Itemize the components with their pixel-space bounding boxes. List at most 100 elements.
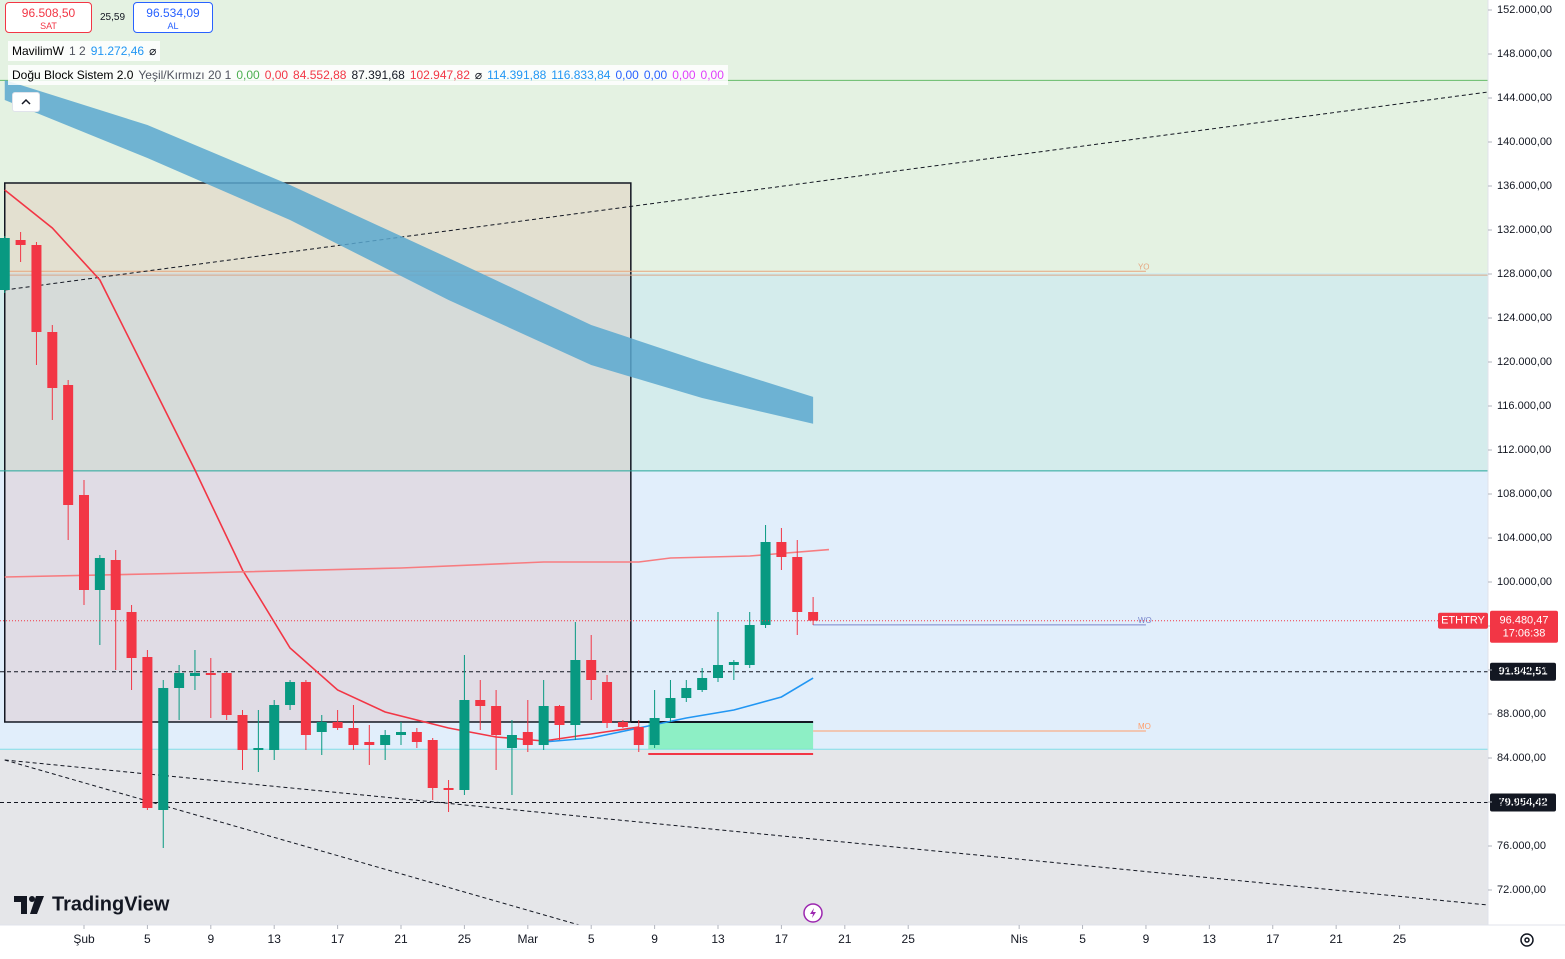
candle-body — [364, 741, 375, 745]
indicator-value: 0,00 — [264, 68, 289, 82]
price-tag-label: 96.480,47 — [1500, 615, 1549, 627]
zone — [0, 749, 1488, 925]
sell-price: 96.508,50 — [21, 6, 76, 20]
alert-icon[interactable] — [803, 903, 823, 923]
buy-button[interactable]: 96.534,09 AL — [133, 2, 213, 33]
y-tick-label: 120.000,00 — [1497, 356, 1552, 368]
indicator-line — [4, 548, 830, 578]
indicator-value: 0,00 — [615, 68, 639, 82]
buy-label: AL — [167, 21, 179, 31]
candle-body — [126, 611, 137, 658]
x-ticks: Şub5913172125Mar5913172125Nis5913172125M — [73, 925, 1407, 946]
trendline — [4, 759, 1488, 906]
candle-body — [380, 734, 391, 745]
y-tick-label: 116.000,00 — [1497, 400, 1551, 412]
indicator-line — [4, 189, 639, 742]
indicator-value: 87.391,68 — [351, 68, 405, 82]
y-tick-label: 84.000,00 — [1497, 752, 1546, 764]
indicator-value: 116.833,84 — [551, 68, 611, 82]
trendline — [4, 759, 581, 925]
x-tick-label: 9 — [207, 932, 214, 946]
y-tick-label: 80.000,00 — [1497, 796, 1546, 808]
y-tick-label: 132.000,00 — [1497, 224, 1552, 236]
candle-body — [174, 673, 185, 688]
indicator-value: ⌀ — [474, 68, 483, 82]
settings-icon[interactable] — [1520, 933, 1534, 947]
candle-body — [411, 731, 422, 742]
zone — [0, 272, 1488, 471]
candle-body — [221, 673, 232, 715]
indicator-value: 0,00 — [672, 68, 696, 82]
candle-body — [713, 664, 724, 678]
y-tick-label: 76.000,00 — [1497, 840, 1546, 852]
candle-body — [617, 721, 628, 728]
y-tick-label: 140.000,00 — [1497, 136, 1552, 148]
symbol-tag — [1438, 612, 1488, 629]
y-tick-label: 148.000,00 — [1497, 48, 1552, 60]
band — [4, 80, 814, 424]
candle-body — [427, 740, 438, 788]
x-tick-label: 9 — [651, 932, 658, 946]
candle-body — [47, 332, 58, 389]
sell-label: SAT — [40, 21, 57, 31]
y-tick-label: 108.000,00 — [1497, 488, 1552, 500]
candle-body — [760, 542, 771, 625]
candle-body — [808, 611, 819, 621]
indicator-name: MavilimW — [12, 44, 64, 58]
y-tick-label: 100.000,00 — [1497, 576, 1552, 588]
indicator-line — [543, 677, 814, 743]
price-level-label: 91.842,51 — [1499, 666, 1548, 678]
candle-body — [94, 557, 105, 590]
candle-body — [681, 687, 692, 698]
candle-body — [744, 624, 755, 665]
candle-body — [332, 721, 343, 729]
x-tick-label: 17 — [331, 932, 345, 946]
indicator-value: 102.947,82 — [409, 68, 470, 82]
candle-body — [348, 728, 359, 745]
buy-price: 96.534,09 — [146, 6, 200, 20]
indicator-value: 91.272,46 — [90, 44, 145, 58]
target-zone — [648, 721, 814, 750]
y-tick-label: 112.000,00 — [1497, 444, 1551, 456]
candle-body — [491, 706, 502, 735]
candle-body — [522, 731, 533, 745]
candle-body — [189, 673, 200, 676]
candle-body — [158, 687, 169, 810]
candle-body — [633, 727, 644, 745]
y-tick-label: 144.000,00 — [1497, 92, 1552, 104]
candle-body — [554, 706, 565, 725]
symbol-label: ETHTRY — [1441, 615, 1485, 627]
candle-body — [443, 787, 454, 790]
session-level-label: WO — [1138, 616, 1152, 625]
candle-body — [142, 656, 153, 808]
candle-body — [0, 237, 10, 291]
price-level-tag — [1490, 662, 1556, 681]
x-tick-label: 13 — [1203, 932, 1217, 946]
zone — [0, 0, 1488, 273]
x-tick-label: Şub — [73, 932, 95, 946]
x-tick-label: 17 — [1266, 932, 1280, 946]
x-tick-label: 25 — [458, 932, 472, 946]
x-tick-label: 5 — [588, 932, 595, 946]
price-tag — [1490, 610, 1558, 643]
countdown: 17:06:38 — [1503, 628, 1546, 640]
x-tick-label: 9 — [1143, 932, 1150, 946]
x-tick-label: 21 — [394, 932, 408, 946]
x-tick-label: 5 — [1079, 932, 1086, 946]
candle-body — [506, 734, 517, 748]
x-tick-label: 13 — [268, 932, 282, 946]
y-tick-label: 104.000,00 — [1497, 532, 1552, 544]
plot-area: YO WO MO — [0, 0, 1488, 925]
x-tick-label: Nis — [1010, 932, 1027, 946]
candle-body — [316, 721, 327, 732]
price-level-label: 79.954,42 — [1499, 796, 1548, 808]
collapse-button[interactable] — [12, 92, 40, 112]
x-tick-label: 5 — [144, 932, 151, 946]
candle-body — [110, 559, 121, 610]
candle-body — [459, 699, 470, 790]
candle-body — [649, 718, 660, 745]
y-tick-label: 72.000,00 — [1497, 884, 1546, 896]
x-tick-label: 25 — [1393, 932, 1407, 946]
sell-button[interactable]: 96.508,50 SAT — [5, 2, 92, 33]
